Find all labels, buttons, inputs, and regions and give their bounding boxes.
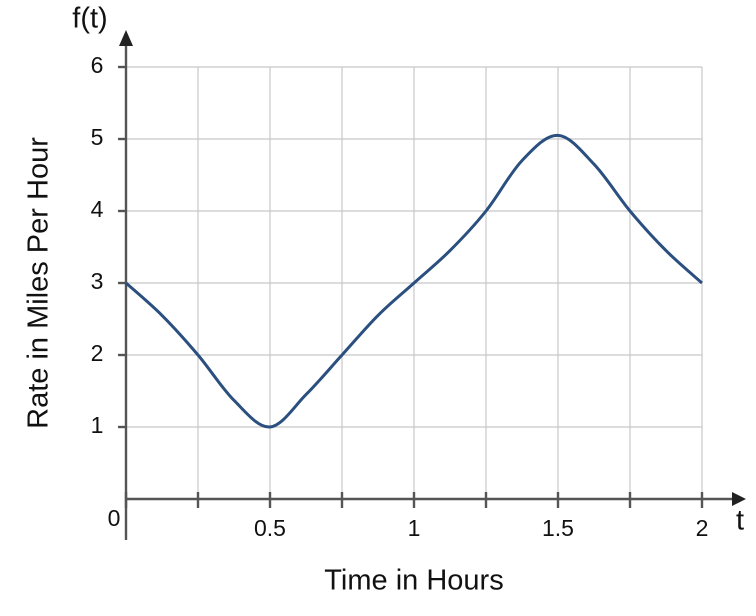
y-tick-label: 5 (91, 124, 104, 150)
x-axis-name: t (736, 505, 744, 537)
x-tick-label: 2 (696, 515, 709, 541)
y-tick-label: 6 (91, 52, 104, 78)
grid (126, 66, 703, 499)
x-arrow (732, 492, 746, 506)
y-arrow (119, 30, 133, 46)
x-tick-label: 1 (408, 515, 421, 541)
data-line (124, 133, 704, 429)
x-tick-label: 0.5 (254, 515, 286, 541)
y-tick-label: 2 (91, 340, 104, 366)
y-tick-label: 1 (91, 412, 104, 438)
y-axis-title: Rate in Miles Per Hour (23, 137, 55, 429)
y-tick-label: 4 (91, 196, 104, 222)
x-tick-label: 0 (108, 505, 121, 531)
x-tick-label: 1.5 (542, 515, 574, 541)
y-tick-label: 3 (91, 268, 104, 294)
x-axis-title: Time in Hours (324, 565, 503, 597)
y-axis-name: f(t) (72, 3, 107, 35)
